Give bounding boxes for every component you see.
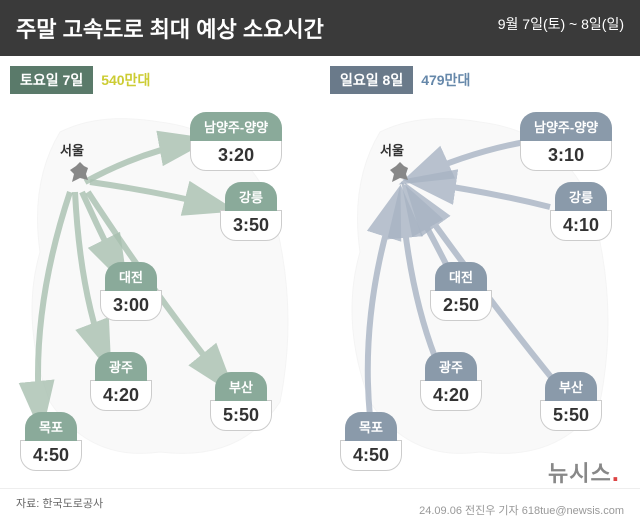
dest-label: 남양주-양양 (190, 112, 282, 141)
title: 주말 고속도로 최대 예상 소요시간 (16, 17, 324, 42)
dest-time: 3:00 (100, 290, 162, 321)
seoul-marker-sun (388, 160, 412, 184)
destination-sun-1: 강릉4:10 (550, 182, 612, 241)
dest-label: 부산 (545, 372, 597, 401)
watermark: 뉴시스. (548, 456, 620, 488)
sat-header: 토요일 7일 540만대 (10, 66, 310, 94)
dest-label: 대전 (435, 262, 487, 291)
sat-map: 서울 남양주-양양3:20강릉3:50대전3:00광주4:20부산5:50목포4… (10, 102, 310, 482)
saturday-panel: 토요일 7일 540만대 서울 남양주-양양3:20 강릉3:50 대전3:00 광주… (0, 56, 320, 494)
dest-label: 광주 (95, 352, 147, 381)
date-range: 9월 7일(토) ~ 8일(일) (498, 14, 624, 34)
dest-label: 목포 (25, 412, 77, 441)
dest-time: 4:50 (340, 440, 402, 471)
sun-day-label: 일요일 8일 (330, 66, 413, 94)
footer: 자료: 한국도로공사 24.09.06 전진우 기자 618tue@newsis… (0, 488, 640, 528)
dest-time: 3:10 (520, 140, 612, 171)
destination-sat-4: 부산5:50 (210, 372, 272, 431)
sun-map: 서울 남양주-양양3:10강릉4:10대전2:50광주4:20부산5:50목포4… (330, 102, 630, 482)
dest-time: 5:50 (540, 400, 602, 431)
dest-label: 광주 (425, 352, 477, 381)
dest-time: 4:10 (550, 210, 612, 241)
seoul-label-sat: 서울 (60, 140, 84, 159)
dest-label: 대전 (105, 262, 157, 291)
sun-volume: 479만대 (421, 70, 470, 90)
dest-time: 3:20 (190, 140, 282, 171)
dest-label: 강릉 (555, 182, 607, 211)
sunday-panel: 일요일 8일 479만대 서울 남양주-양양3:10 강릉4:10 대전2:50 광주… (320, 56, 640, 494)
destination-sat-0: 남양주-양양3:20 (190, 112, 282, 171)
dest-time: 5:50 (210, 400, 272, 431)
destination-sat-3: 광주4:20 (90, 352, 152, 411)
dest-label: 부산 (215, 372, 267, 401)
dest-time: 4:20 (90, 380, 152, 411)
destination-sat-1: 강릉3:50 (220, 182, 282, 241)
destination-sun-2: 대전2:50 (430, 262, 492, 321)
source: 한국도로공사 (42, 498, 103, 510)
destination-sun-4: 부산5:50 (540, 372, 602, 431)
seoul-marker-sat (68, 160, 92, 184)
header: 주말 고속도로 최대 예상 소요시간 9월 7일(토) ~ 8일(일) (0, 0, 640, 56)
dest-label: 남양주-양양 (520, 112, 612, 141)
destination-sat-5: 목포4:50 (20, 412, 82, 471)
dest-label: 강릉 (225, 182, 277, 211)
sun-header: 일요일 8일 479만대 (330, 66, 630, 94)
dest-time: 4:20 (420, 380, 482, 411)
dest-time: 3:50 (220, 210, 282, 241)
dest-time: 4:50 (20, 440, 82, 471)
destination-sun-5: 목포4:50 (340, 412, 402, 471)
dest-time: 2:50 (430, 290, 492, 321)
seoul-label-sun: 서울 (380, 140, 404, 159)
credit: 24.09.06 전진우 기자 618tue@newsis.com (419, 502, 624, 518)
sat-day-label: 토요일 7일 (10, 66, 93, 94)
source-label: 자료: (16, 498, 39, 510)
destination-sat-2: 대전3:00 (100, 262, 162, 321)
dest-label: 목포 (345, 412, 397, 441)
sat-volume: 540만대 (101, 70, 150, 90)
destination-sun-0: 남양주-양양3:10 (520, 112, 612, 171)
content: 토요일 7일 540만대 서울 남양주-양양3:20강릉3:50대전3:00광주… (0, 56, 640, 494)
destination-sun-3: 광주4:20 (420, 352, 482, 411)
